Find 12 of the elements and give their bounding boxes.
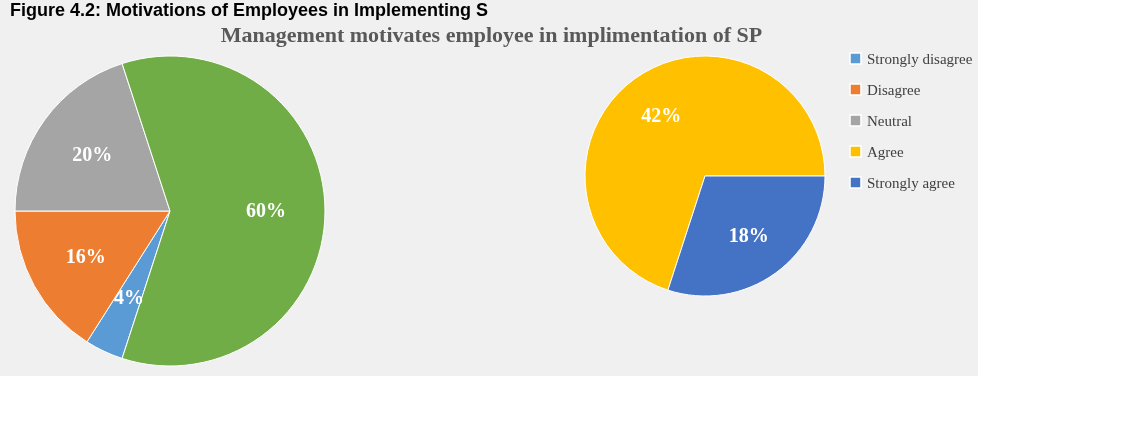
data-label: 60% — [246, 199, 287, 221]
legend-label: Agree — [867, 143, 904, 160]
caption: Figure 4.2: Motivations of Employees in Implementing S — [10, 0, 489, 20]
chart-title: Management motivates employee in implimentation of SP — [220, 22, 763, 47]
legend-label: Disagree — [867, 81, 921, 98]
data-label: 42% — [641, 103, 682, 126]
legend-label: Strongly disagree — [867, 50, 973, 67]
legend-label: Neutral — [867, 112, 912, 129]
data-label: 20% — [72, 142, 113, 165]
legend-label: Strongly agree — [867, 174, 956, 191]
data-label: 16% — [65, 245, 106, 268]
data-label: 18% — [728, 224, 769, 247]
